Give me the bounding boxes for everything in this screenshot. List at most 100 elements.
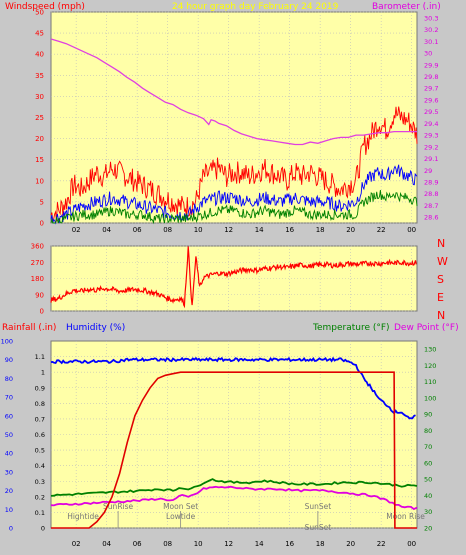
panel1-x-tick: 04 <box>102 226 111 234</box>
rainfall-axis-label: Rainfall (.in) <box>2 323 56 333</box>
humidity-tick: 70 <box>5 394 13 402</box>
chart-title: 24 hour graph day February 24 2019 <box>172 2 339 12</box>
humidity-axis-label: Humidity (%) <box>66 323 125 333</box>
wind-barometer-panel: 0 5 10 15 20 25 30 35 40 45 50 02 04 06 08 10 12 14 16 18 20… <box>0 0 466 234</box>
wind-gust-line <box>50 106 418 223</box>
panel3-x-tick: 22 <box>377 540 386 548</box>
event-label: Moon Set <box>163 502 198 511</box>
wind-min-line <box>50 190 418 225</box>
event-label: Moon Rise <box>386 512 425 521</box>
rain-humidity-temperature-panel: 0 10 20 30 40 50 60 70 80 90 10 00 0.1 0.2 0.3 0.4 0.5 0.… <box>1 323 459 548</box>
panel1-x-tick: 14 <box>255 226 264 234</box>
rain-tick: 0.2 <box>35 493 45 501</box>
panel1-left-tick: 0 <box>40 220 44 228</box>
humidity-tick: 20 <box>5 487 13 495</box>
panel1-x-tick: 20 <box>346 226 355 234</box>
rain-tick: 1 <box>41 369 45 377</box>
barometer-line <box>50 38 417 146</box>
rain-tick: 0.1 <box>35 509 45 517</box>
compass-label: E <box>437 291 444 304</box>
temperature-axis-label: Temperature (°F) <box>312 323 390 333</box>
rain-tick: 0.7 <box>35 415 45 423</box>
panel2-left-tick: 360 <box>31 243 44 251</box>
panel1-x-tick: 08 <box>163 226 172 234</box>
humidity-line <box>50 356 416 420</box>
panel2-left-tick: 90 <box>35 291 44 299</box>
dewpoint-axis-label: Dew Point (°F) <box>394 323 459 333</box>
panel2-left-tick: 270 <box>31 259 44 267</box>
temperature-tick: 120 <box>424 362 436 370</box>
temperature-tick: 70 <box>424 443 432 451</box>
panel1-right-tick: 28.9 <box>424 178 438 186</box>
event-label: SunSet <box>305 523 332 532</box>
panel1-right-tick: 30.3 <box>424 14 438 22</box>
humidity-tick: 60 <box>5 412 13 420</box>
panel1-right-tick: 29.2 <box>424 143 438 151</box>
windspeed-axis-label: Windspeed (mph) <box>5 2 85 12</box>
panel1-right-tick: 29.4 <box>424 120 438 128</box>
temperature-tick: 90 <box>424 411 432 419</box>
event-label: Hightide <box>67 512 99 521</box>
panel1-right-tick: 29.1 <box>424 155 438 163</box>
rain-tick: 0.4 <box>35 462 45 470</box>
humidity-tick: 100 <box>1 338 13 346</box>
panel1-right-tick: 28.6 <box>424 214 438 222</box>
rain-tick: 0.6 <box>35 431 45 439</box>
event-label: SunRise <box>103 502 133 511</box>
temperature-line <box>50 478 418 497</box>
panel3-x-tick: 00 <box>407 540 416 548</box>
panel1-right-tick: 29.8 <box>424 73 438 81</box>
barometer-axis-label: Barometer (.in) <box>372 2 441 12</box>
panel1-right-tick: 28.7 <box>424 202 438 210</box>
panel1-right-tick: 28.8 <box>424 190 438 198</box>
compass-label: N <box>437 237 445 250</box>
wind-average-line <box>50 164 418 225</box>
panel1-right-tick: 30.1 <box>424 38 438 46</box>
compass-label: W <box>437 255 448 268</box>
panel1-left-tick: 25 <box>35 114 44 122</box>
panel3-x-tick: 18 <box>316 540 325 548</box>
humidity-tick: 30 <box>5 468 13 476</box>
humidity-tick: 0 <box>9 525 13 533</box>
humidity-tick: 50 <box>5 431 13 439</box>
panel1-left-tick: 50 <box>35 9 44 17</box>
panel3-x-tick: 08 <box>163 540 172 548</box>
panel1-x-tick: 22 <box>377 226 386 234</box>
rain-tick: 1.1 <box>35 353 45 361</box>
panel1-x-tick: 02 <box>72 226 81 234</box>
humidity-tick: 90 <box>5 356 13 364</box>
panel1-left-tick: 5 <box>40 198 44 206</box>
panel1-left-tick: 45 <box>35 30 44 38</box>
panel1-right-tick: 29.5 <box>424 108 438 116</box>
dewpoint-line <box>50 485 418 511</box>
panel1-left-tick: 20 <box>35 135 44 143</box>
panel1-right-tick: 29 <box>424 167 432 175</box>
temperature-tick: 80 <box>424 427 432 435</box>
rain-tick: 0.5 <box>35 447 45 455</box>
panel1-x-tick: 10 <box>194 226 203 234</box>
panel3-x-tick: 06 <box>133 540 142 548</box>
panel1-right-tick: 29.7 <box>424 85 438 93</box>
humidity-tick: 40 <box>5 450 13 458</box>
rain-tick: 0.8 <box>35 400 45 408</box>
rain-tick: 0.3 <box>35 478 45 486</box>
event-label: SunSet <box>305 502 332 511</box>
panel1-right-tick: 30 <box>424 50 432 58</box>
temperature-tick: 40 <box>424 492 432 500</box>
compass-label: N <box>437 309 445 322</box>
panel1-right-tick: 29.3 <box>424 132 438 140</box>
rain-tick: 0.9 <box>35 384 45 392</box>
temperature-tick: 100 <box>424 394 436 402</box>
panel3-x-tick: 10 <box>194 540 203 548</box>
panel1-right-tick: 29.9 <box>424 61 438 69</box>
panel1-x-tick: 18 <box>316 226 325 234</box>
temperature-tick: 30 <box>424 508 432 516</box>
temperature-tick: 20 <box>424 525 432 533</box>
temperature-tick: 60 <box>424 459 432 467</box>
humidity-tick: 10 <box>5 506 13 514</box>
panel1-x-tick: 12 <box>224 226 233 234</box>
temperature-tick: 50 <box>424 476 432 484</box>
panel1-left-tick: 35 <box>35 72 44 80</box>
panel3-x-tick: 20 <box>346 540 355 548</box>
